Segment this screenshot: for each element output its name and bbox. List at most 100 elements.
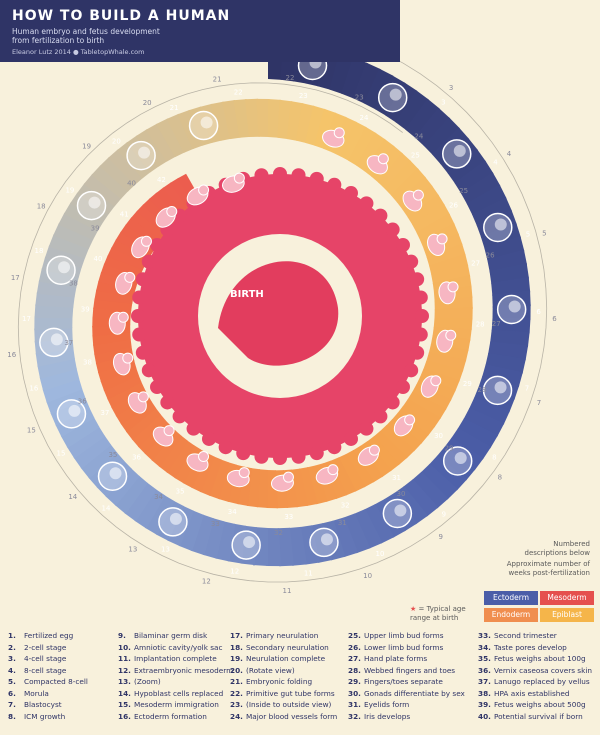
cell-nucleus [58,261,71,274]
description-item: 34. Taste pores develop [478,642,592,654]
fetus-head [377,153,389,165]
description-text: Neurulation complete [246,654,326,663]
description-item: 37. Lanugo replaced by vellus [478,676,592,688]
description-item: 1. Fertilized egg [8,630,88,642]
description-item: 10. Amniotic cavity/yolk sac [118,642,233,654]
description-item: 21. Embryonic folding [230,676,337,688]
description-item: 3. 4-cell stage [8,653,88,665]
disc-scallop [141,254,156,269]
description-column: 25. Upper limb bud forms 26. Lower limb bud… [348,630,465,722]
week-number: 31 [338,519,347,527]
spiral-band-segment [120,401,157,433]
cell-nucleus [394,504,407,517]
week-number: 8 [498,474,502,482]
week-number: 29 [445,445,454,453]
stage-number: 32 [341,501,350,509]
spiral-band-segment [352,62,381,104]
description-item: 17. Primary neurulation [230,630,337,642]
spiral-band-segment [457,417,499,449]
stage-number: 35 [176,488,185,496]
disc-scallop [373,208,388,223]
stage-number: 41 [120,211,129,219]
stage-number: 29 [463,380,472,388]
spiral-band-segment [107,381,145,409]
description-text: Bilaminar germ disk [134,631,208,640]
description-text: Blastocyst [24,700,62,709]
spiral-band-segment [482,364,523,388]
fetus-head [140,235,152,247]
description-item: 31. Eyelids form [348,699,465,711]
week-number: 23 [355,94,364,102]
description-number: 34. [478,642,491,652]
description-text: Implantation complete [134,654,217,663]
cell-nucleus [68,404,81,417]
fetus-head [238,467,250,479]
cell-nucleus [494,218,507,231]
stage-icon [76,190,107,221]
spiral-band-segment [305,105,326,146]
description-item: 12. Extraembryonic mesoderm [118,665,233,677]
spiral-band-segment [321,520,346,561]
description-item: 19. Neurulation complete [230,653,337,665]
stage-number: 12 [230,568,239,576]
description-item: 39. Fetus weighs about 500g [478,699,592,711]
description-number: 33. [478,631,491,640]
stage-number: 8 [492,454,496,462]
description-number: 8. [8,711,16,721]
description-text: Morula [24,688,49,698]
spiral-band-segment [188,106,213,146]
spiral-band-segment [288,526,308,566]
disc-scallop [135,272,150,287]
stage-number: 19 [65,186,74,194]
spiral-band-segment [103,374,142,400]
cell-nucleus [453,144,466,157]
spiral-band-segment [245,98,260,138]
page-subtitle: Human embryo and fetus development from … [12,27,160,45]
spiral-band-segment [433,318,473,331]
spiral-band-segment [343,513,371,554]
spiral-band-segment [329,52,355,94]
spiral-band-segment [468,397,510,425]
spiral-band-segment [73,435,112,469]
spiral-band-segment [492,290,531,308]
fetus-head [327,464,339,476]
week-number: 39 [91,225,100,233]
disc-scallop [395,380,410,394]
description-number: 11. [118,654,131,663]
spiral-band-segment [298,467,318,507]
cell-nucleus [169,512,182,525]
spiral-band-segment [108,149,144,185]
description-item: 9. Bilaminar germ disk [118,630,233,642]
spiral-band-segment [373,430,408,466]
spiral-band-segment [460,172,501,205]
stage-number: 36 [132,454,141,462]
spiral-band-segment [340,57,368,99]
spiral-band-segment [485,352,526,374]
description-number: 15. [118,700,131,709]
spiral-band-segment [426,243,466,267]
title-banner: HOW TO BUILD A HUMAN Human embryo and fe… [0,0,400,62]
description-column: 1. Fertilized egg 2. 2-cell stage 3. 4-cell s… [8,630,88,722]
week-number: 35 [108,451,117,459]
spiral-band-segment [491,318,531,334]
week-number: 25 [459,187,468,195]
disc-scallop [327,440,342,455]
description-text: (Inside to outside view) [246,700,332,709]
description-item: 36. Vernix caseosa covers skin [478,665,592,677]
birth-swirl [218,261,339,366]
week-number: 34 [154,493,163,501]
description-text: Secondary neurulation [246,642,329,652]
week-number: 17 [11,274,20,282]
fetus-head [124,271,136,283]
spiral-band-segment [125,407,161,440]
stage-number: 42 [157,176,166,184]
disc-scallop [291,168,306,183]
spiral-band-segment [124,482,157,522]
description-item: 8. ICM growth [8,711,88,723]
disc-scallop [327,177,342,192]
description-column: 17. Primary neurulation 18. Secondary neuru… [230,630,337,722]
cell-nucleus [320,533,333,546]
fetus-head [163,425,175,437]
spiral-band-segment [162,182,194,218]
week-number: 10 [363,572,372,580]
